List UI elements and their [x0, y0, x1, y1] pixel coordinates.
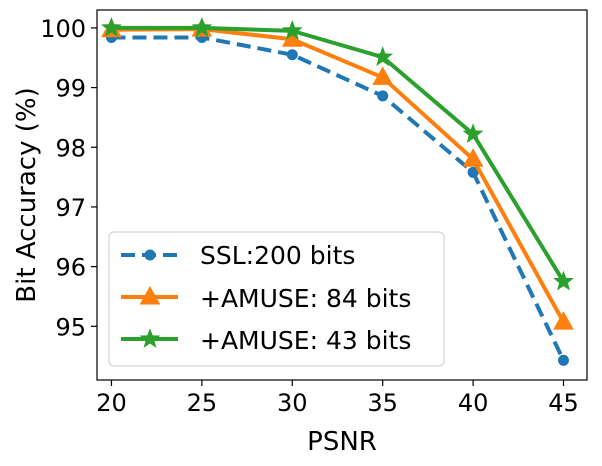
x-tick-label: 35 [367, 389, 398, 417]
data-point [467, 166, 479, 178]
y-tick-label: 97 [55, 194, 86, 222]
data-point [191, 16, 213, 37]
axes-frame [96, 9, 588, 381]
data-point [557, 354, 569, 366]
x-tick-label: 30 [277, 389, 308, 417]
data-point [462, 123, 484, 143]
legend-swatch-marker [144, 249, 156, 261]
data-point [462, 148, 484, 167]
x-axis: 20 25 30 35 40 45 [96, 380, 579, 417]
x-tick-label: 45 [548, 389, 579, 417]
data-point [281, 19, 303, 40]
y-tick-label: 100 [40, 15, 86, 43]
data-point [553, 270, 574, 291]
legend-label-ssl: SSL:200 bits [200, 241, 355, 270]
data-point [372, 66, 394, 85]
x-axis-label: PSNR [307, 427, 377, 457]
legend-swatch-marker [139, 328, 161, 348]
y-tick-label: 95 [55, 313, 86, 341]
y-axis-label: Bit Accuracy (%) [12, 87, 42, 302]
y-tick-label: 96 [55, 254, 86, 282]
series-line-amuse-43 [111, 25, 566, 283]
y-tick-label: 99 [55, 75, 86, 103]
series-amuse-43 [101, 16, 574, 291]
data-point [553, 311, 574, 330]
data-point [372, 46, 394, 66]
legend-box [108, 231, 445, 367]
plot-area [101, 16, 574, 366]
legend-label-amuse-43: +AMUSE: 43 bits [200, 326, 411, 355]
x-tick-label: 25 [187, 389, 218, 417]
data-point [377, 90, 389, 102]
series-line-ssl-200 [111, 35, 566, 362]
legend-label-amuse-84: +AMUSE: 84 bits [200, 284, 411, 313]
x-tick-label: 20 [96, 389, 127, 417]
legend: SSL:200 bits +AMUSE: 84 bits +AMUSE: 43 … [108, 231, 445, 367]
legend-swatch-marker [139, 285, 161, 305]
x-tick-label: 40 [458, 389, 489, 417]
data-point [286, 49, 298, 61]
y-tick-label: 98 [55, 134, 86, 162]
y-axis: 95 96 97 98 99 100 [40, 15, 97, 341]
series-ssl-200 [105, 31, 569, 366]
data-point [101, 16, 122, 37]
